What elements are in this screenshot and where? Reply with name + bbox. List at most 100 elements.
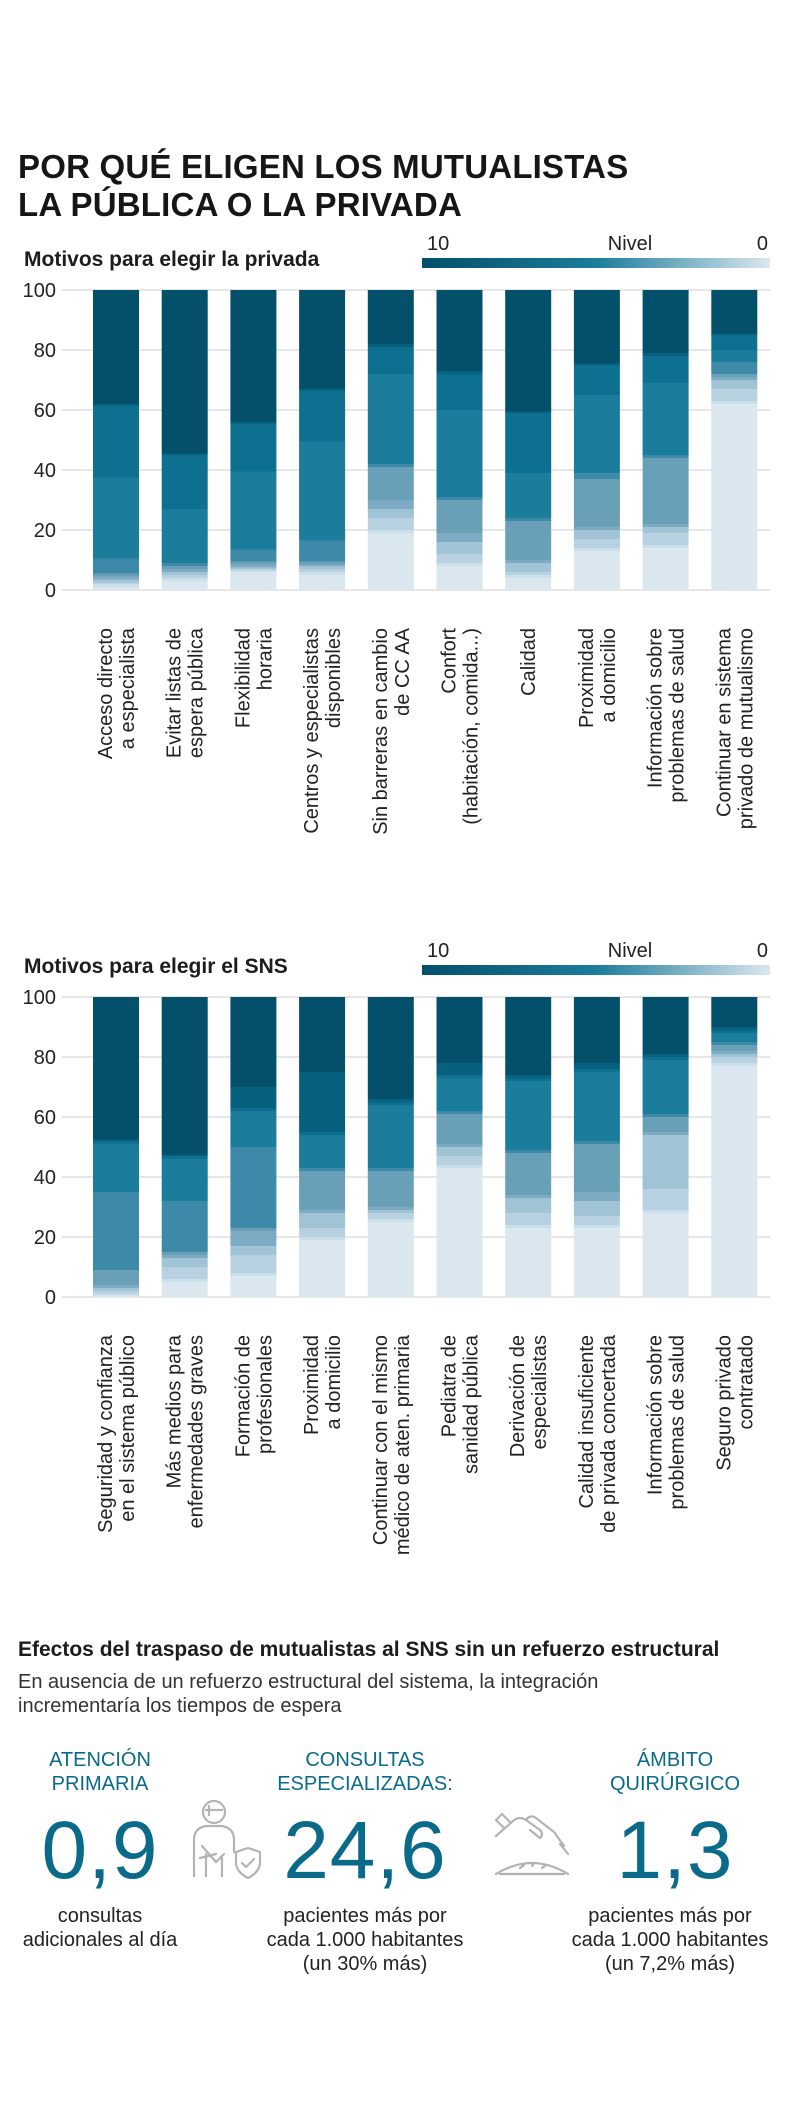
bar-segment-level-8 — [711, 1030, 758, 1033]
bar-segment-level-1 — [230, 570, 277, 572]
bar-stack — [573, 290, 620, 590]
bar-stack — [93, 290, 139, 590]
x-category-label-line: sanidad pública — [461, 1334, 483, 1474]
legend-high-label: 10 — [427, 940, 449, 962]
bar-segment-level-8 — [367, 347, 414, 374]
stat-heading-line-1: ÁMBITO — [636, 1749, 714, 1771]
x-category-label-line: (habitación, comida...) — [461, 628, 483, 825]
x-category-label-line: Calidad — [518, 628, 540, 696]
stat-heading-line-1: ATENCIÓN — [49, 1749, 151, 1771]
chart-sns-reasons: Motivos para elegir el SNS 10 Nivel 0 100 80 6… — [23, 940, 770, 1555]
x-category-label-line: Evitar listas de — [164, 628, 186, 758]
stat-desc: consultas adicionales al día — [0, 1904, 200, 1952]
bar-segment-level-5 — [367, 467, 414, 500]
bar-segment-level-0 — [161, 581, 208, 590]
bar-segment-level-7 — [505, 1081, 552, 1150]
y-tick-label: 0 — [45, 1287, 56, 1309]
bar-segment-level-6 — [436, 497, 483, 500]
bar-segment-level-0 — [230, 1276, 277, 1297]
stat-specialized: CONSULTAS ESPECIALIZADAS: — [255, 1748, 475, 1796]
y-tick-label: 60 — [34, 1107, 56, 1129]
stat-desc: pacientes más por cada 1.000 habitantes … — [245, 1904, 485, 1976]
bar-segment-level-3 — [711, 1054, 758, 1057]
bar-segment-level-10 — [505, 290, 552, 412]
legend-gradient-bar — [422, 965, 770, 975]
bar-segment-level-4 — [505, 1195, 552, 1198]
x-category-label-line: Formación de — [232, 1335, 254, 1457]
bar-segment-level-10 — [93, 290, 139, 404]
bar-segment-level-5 — [642, 1117, 689, 1132]
bar-segment-level-4 — [573, 1192, 620, 1201]
x-category-label-line: Derivación de — [507, 1335, 529, 1457]
bar-segment-level-4 — [161, 569, 208, 572]
bar-stack — [711, 290, 758, 590]
bar-segment-level-10 — [505, 997, 552, 1075]
stat-surgical-value-block: 1,3 — [590, 1806, 760, 1896]
bar-segment-level-5 — [230, 1228, 277, 1231]
bar-segment-level-4 — [711, 1051, 758, 1054]
y-tick-label: 80 — [34, 1047, 56, 1069]
bar-segment-level-5 — [436, 1114, 483, 1144]
bar-segment-level-0 — [436, 566, 483, 590]
bar-segment-level-0 — [93, 587, 139, 590]
x-category-label-line: a especialista — [117, 627, 139, 749]
x-category-label-line: Pediatra de — [439, 1335, 461, 1437]
stat-desc-line-2: adicionales al día — [22, 1929, 178, 1951]
bar-segment-level-10 — [93, 997, 139, 1140]
bar-segment-level-1 — [367, 1219, 414, 1222]
x-category-label: Evitar listas deespera pública — [164, 627, 208, 758]
legend-low-label: 0 — [757, 940, 768, 962]
bar-segment-level-0 — [436, 1168, 483, 1297]
x-category-label-line: de privada concertada — [598, 1334, 620, 1533]
bar-segment-level-7 — [436, 1078, 483, 1111]
bar-segment-level-1 — [436, 563, 483, 566]
bar-segment-level-7 — [573, 1072, 620, 1141]
bar-segment-level-2 — [505, 572, 552, 575]
bar-segment-level-1 — [505, 575, 552, 578]
bar-segment-level-8 — [436, 374, 483, 410]
stat-primary-care-desc-block: consultas adicionales al día — [0, 1904, 200, 1952]
bar-segment-level-5 — [230, 561, 277, 565]
stat-primary-care-value-block: 0,9 — [20, 1806, 180, 1896]
x-category-label-line: Seguro privado — [713, 1335, 735, 1471]
bar-segment-level-1 — [161, 1279, 208, 1282]
bar-segment-level-9 — [93, 404, 139, 406]
bar-segment-level-0 — [711, 404, 758, 590]
stat-heading: ATENCIÓN PRIMARIA — [20, 1748, 180, 1796]
bar-segment-level-10 — [230, 290, 277, 422]
bar-segment-level-10 — [367, 997, 414, 1099]
bar-segment-level-10 — [573, 290, 620, 364]
bar-stack — [230, 290, 277, 590]
x-category-label-line: Más medios para — [164, 1334, 186, 1488]
bar-segment-level-5 — [711, 1045, 758, 1051]
bar-segment-level-2 — [299, 1228, 346, 1237]
x-category-label-line: profesionales — [254, 1335, 276, 1454]
bar-segment-level-10 — [161, 290, 208, 454]
bar-segment-level-9 — [642, 353, 689, 356]
bar-segment-level-9 — [367, 1099, 414, 1102]
stat-heading-line-2: ESPECIALIZADAS: — [277, 1773, 453, 1795]
y-tick-label: 80 — [34, 340, 56, 362]
chart-title: Motivos para elegir la privada — [24, 248, 320, 271]
stat-specialized-desc-block: pacientes más por cada 1.000 habitantes … — [245, 1904, 485, 1976]
bar-segment-level-0 — [642, 1213, 689, 1297]
stat-heading: CONSULTAS ESPECIALIZADAS: — [255, 1748, 475, 1796]
bar-segment-level-4 — [93, 1285, 139, 1288]
bar-segment-level-0 — [230, 572, 277, 590]
bar-segment-level-6 — [573, 1141, 620, 1144]
x-category-label: Acceso directoa especialista — [95, 627, 139, 759]
stat-desc-line-3: (un 30% más) — [302, 1953, 428, 1975]
bar-segment-level-9 — [161, 1154, 208, 1156]
bar-segment-level-9 — [573, 1063, 620, 1069]
x-category-label-line: Confort — [439, 628, 461, 694]
effects-subtitle-line-1: En ausencia de un refuerzo estructural d… — [18, 1671, 599, 1693]
bar-stack — [642, 997, 689, 1297]
bar-segment-level-3 — [161, 1258, 208, 1267]
bar-segment-level-6 — [93, 1192, 139, 1270]
bar-segment-level-4 — [299, 564, 346, 566]
bar-segment-level-1 — [299, 572, 346, 575]
chart-private-reasons: Motivos para elegir la privada 10 Nivel 0 10… — [23, 233, 770, 835]
bar-segment-level-3 — [436, 542, 483, 554]
bar-segment-level-6 — [436, 1111, 483, 1114]
stat-desc-line-2: cada 1.000 habitantes — [266, 1929, 464, 1951]
